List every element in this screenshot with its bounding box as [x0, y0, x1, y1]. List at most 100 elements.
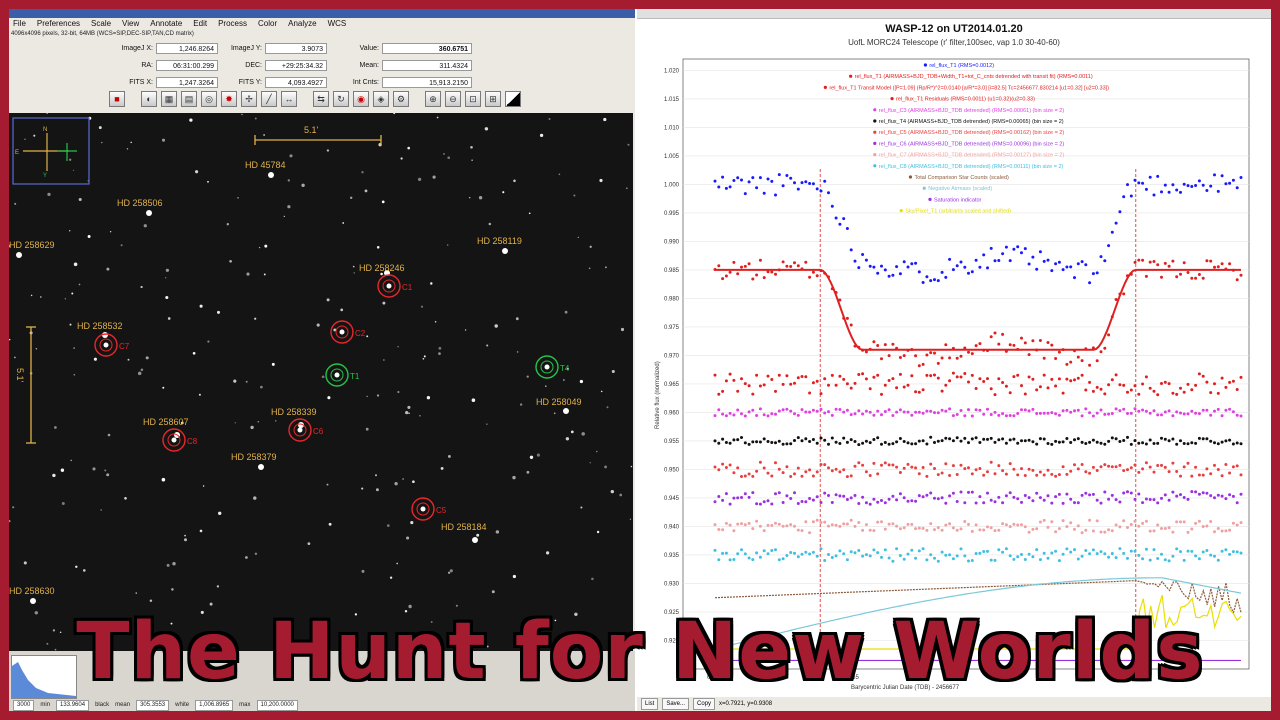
- background-star: [573, 194, 576, 197]
- aperture-t4[interactable]: T4: [535, 355, 570, 379]
- data-point: [883, 461, 887, 465]
- aperture-t1[interactable]: T1: [325, 363, 360, 387]
- max-field[interactable]: 10,200.0000: [256, 699, 298, 711]
- data-point: [751, 176, 755, 180]
- menu-scale[interactable]: Scale: [91, 19, 112, 28]
- menu-view[interactable]: View: [122, 19, 140, 28]
- legend-entry[interactable]: rel_flux_T1 (AIRMASS+BJD_TDB+Width_T1+to…: [849, 74, 1093, 80]
- black-field[interactable]: 133.9604: [56, 699, 90, 711]
- data-point: [747, 442, 751, 446]
- data-point: [740, 522, 743, 526]
- aperture-c1[interactable]: C1: [377, 274, 413, 298]
- menu-color[interactable]: Color: [257, 19, 278, 28]
- data-point: [1065, 492, 1069, 496]
- background-star: [180, 421, 184, 425]
- copy-button[interactable]: Copy: [693, 698, 716, 710]
- compass-icon[interactable]: ✢: [241, 91, 257, 107]
- menu-annotate[interactable]: Annotate: [150, 19, 183, 28]
- background-star: [161, 477, 166, 482]
- data-point: [967, 466, 970, 470]
- legend-entry[interactable]: Total Comparison Star Counts (scaled): [908, 175, 1009, 181]
- save-button[interactable]: Save...: [662, 698, 690, 710]
- data-point: [1228, 471, 1232, 475]
- annotate-icon[interactable]: ◎: [201, 91, 217, 107]
- legend-entry[interactable]: rel_flux_C6 (AIRMASS+BJD_TDB detrended) …: [873, 141, 1064, 147]
- sky-image[interactable]: N Y E 5.1' 5.1' HD 45784 HD 25850: [9, 113, 633, 651]
- legend-entry[interactable]: rel_flux_C3 (AIRMASS+BJD_TDB detrended) …: [873, 108, 1064, 114]
- line-icon[interactable]: ╱: [261, 91, 277, 107]
- background-star: [393, 113, 396, 115]
- settings-icon[interactable]: ⚙: [393, 91, 409, 107]
- data-point: [1190, 474, 1194, 478]
- data-point: [910, 522, 914, 526]
- legend-entry[interactable]: rel_flux_C7 (AIRMASS+BJD_TDB detrended) …: [873, 153, 1064, 159]
- measure-icon[interactable]: ↔: [281, 91, 297, 107]
- data-point: [1126, 526, 1129, 529]
- black-label: black: [95, 702, 110, 708]
- star-icon[interactable]: ✸: [221, 91, 237, 107]
- data-point: [800, 500, 804, 503]
- menu-file[interactable]: File: [13, 19, 26, 28]
- rotate-icon[interactable]: ↻: [333, 91, 349, 107]
- data-point: [951, 464, 955, 468]
- aperture-c2[interactable]: C2: [330, 320, 366, 344]
- legend-entry[interactable]: rel_flux_T4 (AIRMASS+BJD_TDB detrended) …: [873, 119, 1064, 125]
- legend-entry[interactable]: rel_flux_C5 (AIRMASS+BJD_TDB detrended) …: [873, 130, 1064, 136]
- invert-icon[interactable]: [505, 91, 521, 107]
- zoom-in-icon[interactable]: ⊕: [425, 91, 441, 107]
- background-star: [199, 304, 203, 308]
- legend-entry[interactable]: Sky/Pixel_T1 (arbitrarily scaled and shi…: [899, 209, 1012, 215]
- target-icon[interactable]: ◉: [353, 91, 369, 107]
- contrast-icon[interactable]: ◐: [141, 91, 157, 107]
- menu-analyze[interactable]: Analyze: [288, 19, 317, 28]
- legend-entry[interactable]: rel_flux_T1 (RMS=0.0012): [923, 63, 994, 69]
- data-point: [1095, 469, 1099, 472]
- background-star: [149, 599, 153, 603]
- photometry-icon[interactable]: ◈: [373, 91, 389, 107]
- menu-process[interactable]: Process: [218, 19, 247, 28]
- background-star: [449, 569, 453, 573]
- data-point: [717, 408, 721, 412]
- data-point: [1004, 472, 1008, 476]
- data-point: [906, 499, 910, 503]
- legend-entry[interactable]: rel_flux_T1 Transit Model ([P=1.09] (Rp/…: [823, 85, 1109, 91]
- aperture-c7[interactable]: C7: [94, 333, 130, 357]
- star-marker: [502, 248, 508, 254]
- zoom-reset-icon[interactable]: ⊞: [485, 91, 501, 107]
- aperture-c8[interactable]: C8: [162, 428, 198, 452]
- zoom-out-icon[interactable]: ⊖: [445, 91, 461, 107]
- data-point: [951, 557, 955, 561]
- white-field[interactable]: 1,006.8965: [195, 699, 234, 711]
- aperture-c5[interactable]: C5: [411, 497, 447, 521]
- data-point: [1095, 440, 1099, 444]
- aperture-c6[interactable]: C6: [288, 418, 324, 442]
- zoom-fit-icon[interactable]: ⊡: [465, 91, 481, 107]
- legend-entry[interactable]: rel_flux_C8 (AIRMASS+BJD_TDB detrended) …: [873, 164, 1064, 170]
- flip-icon[interactable]: ⇆: [313, 91, 329, 107]
- data-point: [1197, 519, 1201, 523]
- data-point: [910, 465, 914, 469]
- image-window-titlebar[interactable]: [9, 9, 635, 18]
- min-field[interactable]: 3000: [13, 699, 35, 711]
- histogram[interactable]: [11, 655, 77, 699]
- data-point: [1190, 527, 1194, 531]
- clear-icon[interactable]: ■: [109, 91, 125, 107]
- data-point: [861, 495, 865, 499]
- menu-wcs[interactable]: WCS: [327, 19, 347, 28]
- data-point: [796, 376, 800, 380]
- list-button[interactable]: List: [641, 698, 659, 710]
- data-point: [857, 443, 861, 447]
- legend-entry[interactable]: rel_flux_T1 Residuals (RMS=0.0011) (u1=0…: [890, 97, 1035, 103]
- data-point: [898, 437, 902, 440]
- legend-entry[interactable]: Saturation indicator: [928, 197, 982, 203]
- data-point: [1152, 260, 1156, 263]
- plot-window-titlebar[interactable]: [637, 9, 1271, 19]
- light-curve-plot[interactable]: 0.9200.9250.9300.9350.9400.9450.9500.955…: [637, 9, 1271, 697]
- grid-icon[interactable]: ▤: [181, 91, 197, 107]
- zoom-icon[interactable]: ▦: [161, 91, 177, 107]
- data-point: [1050, 501, 1054, 505]
- menu-preferences[interactable]: Preferences: [36, 19, 81, 28]
- legend-entry[interactable]: Negative Airmass (scaled): [922, 186, 993, 192]
- data-point: [842, 468, 846, 472]
- menu-edit[interactable]: Edit: [193, 19, 208, 28]
